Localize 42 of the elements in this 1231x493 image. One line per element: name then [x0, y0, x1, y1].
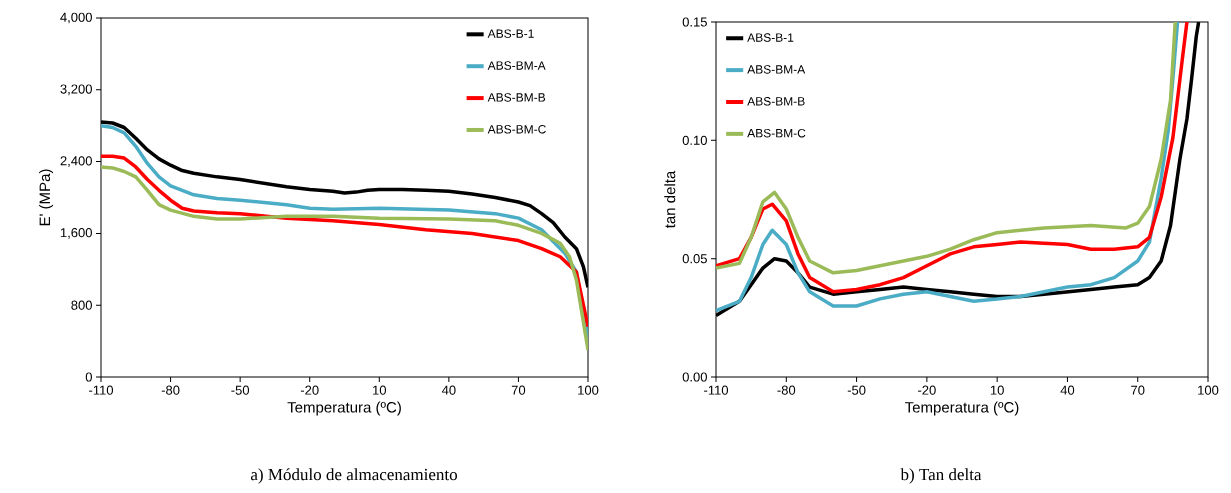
text: a) Módulo de almacenamiento [250, 468, 458, 484]
legend-label: ABS-BM-C [487, 125, 546, 134]
y-axis-title: tan delta [664, 170, 676, 229]
legend-label: ABS-BM-B [747, 97, 805, 106]
x-tick-label: -80 [161, 385, 180, 395]
y-tick-label: 3,200 [60, 84, 92, 96]
x-tick-label: 100 [1198, 385, 1219, 395]
legend-label: ABS-B-1 [487, 29, 534, 38]
y-tick-label: 2,400 [60, 156, 92, 167]
x-tick-label: -80 [777, 385, 796, 395]
y-tick-label: 0.15 [682, 17, 707, 27]
y-tick-label: 4,000 [60, 12, 92, 24]
y-tick-label: 0.05 [682, 254, 707, 264]
x-tick-label: -20 [300, 385, 319, 395]
x-tick-label: -110 [704, 385, 729, 395]
x-tick-label: 10 [373, 385, 387, 395]
x-tick-label: -50 [847, 385, 866, 395]
y-tick-label: 800 [71, 300, 92, 310]
x-tick-label: -20 [918, 385, 936, 395]
x-tick-label: 40 [1060, 385, 1075, 395]
y-axis-title: E' (MPa) [39, 169, 54, 226]
legend-label: ABS-BM-A [487, 61, 546, 70]
x-tick-label: 40 [441, 385, 456, 395]
text: b) Tan delta [900, 468, 982, 484]
y-tick-label: 0 [85, 372, 92, 382]
x-tick-label: -50 [231, 385, 250, 395]
line-series [101, 154, 589, 329]
x-tick-label: 10 [990, 385, 1004, 395]
y-tick-label: 1,600 [60, 228, 92, 239]
legend-label: ABS-BM-A [747, 65, 806, 74]
x-tick-label: 70 [1131, 385, 1145, 395]
legend-label: ABS-BM-B [487, 93, 546, 102]
x-tick-label: 70 [511, 385, 526, 395]
x-axis-title: Temperatura (ºC) [287, 401, 401, 416]
legend-label: ABS-B-1 [747, 33, 794, 42]
x-tick-label: -110 [89, 385, 114, 395]
y-tick-label: 0.10 [682, 135, 707, 145]
x-axis-title: Temperatura (ºC) [905, 401, 1019, 416]
line-series [101, 165, 589, 352]
legend-label: ABS-BM-C [747, 128, 806, 138]
x-tick-label: 100 [578, 385, 599, 395]
y-tick-label: 0.00 [682, 372, 707, 382]
